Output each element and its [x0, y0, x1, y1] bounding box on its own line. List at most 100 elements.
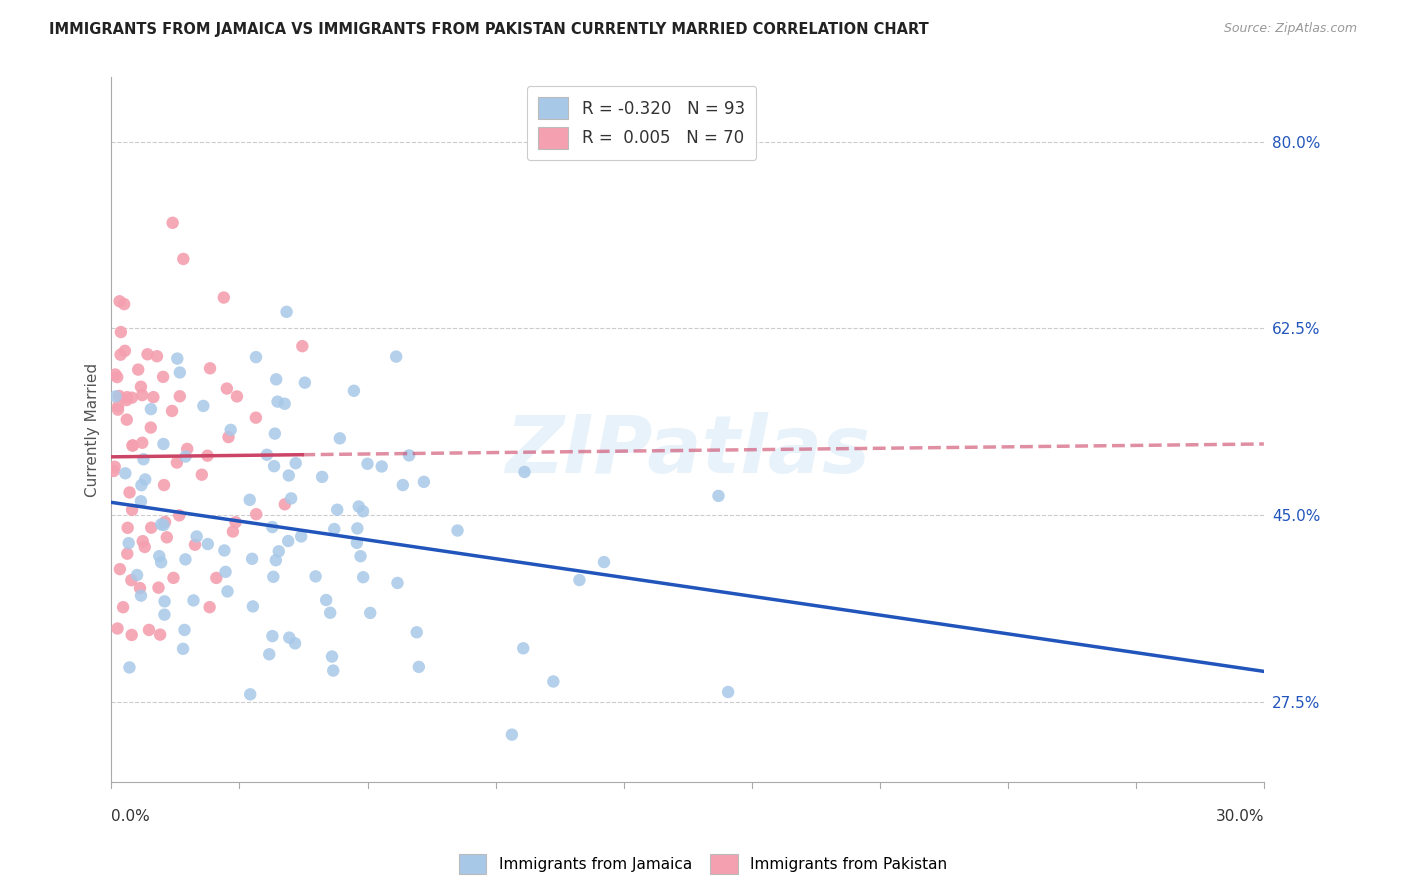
Legend: Immigrants from Jamaica, Immigrants from Pakistan: Immigrants from Jamaica, Immigrants from… [453, 848, 953, 880]
Point [277, 534, 299, 549]
Point [343, 384, 366, 398]
Point [152, 369, 174, 384]
Point [104, 389, 127, 403]
Point [108, 294, 131, 309]
Point [347, 500, 370, 514]
Point [239, 687, 262, 701]
Point [346, 536, 368, 550]
Point [153, 607, 176, 622]
Point [222, 524, 245, 539]
Point [240, 551, 263, 566]
Point [256, 448, 278, 462]
Point [264, 553, 287, 567]
Point [245, 410, 267, 425]
Point [112, 297, 135, 311]
Point [134, 473, 156, 487]
Point [152, 437, 174, 451]
Point [226, 389, 249, 403]
Point [166, 456, 188, 470]
Point [323, 522, 346, 536]
Point [284, 636, 307, 650]
Point [205, 571, 228, 585]
Point [118, 536, 141, 550]
Point [198, 361, 221, 376]
Point [263, 426, 285, 441]
Point [121, 503, 143, 517]
Point [319, 606, 342, 620]
Point [266, 394, 288, 409]
Point [166, 351, 188, 366]
Point [148, 549, 170, 564]
Point [172, 641, 194, 656]
Point [257, 648, 280, 662]
Point [239, 492, 262, 507]
Point [104, 368, 127, 382]
Text: Source: ZipAtlas.com: Source: ZipAtlas.com [1223, 22, 1357, 36]
Point [385, 350, 408, 364]
Point [346, 521, 368, 535]
Point [174, 450, 197, 464]
Legend: R = -0.320   N = 93, R =  0.005   N = 70: R = -0.320 N = 93, R = 0.005 N = 70 [527, 86, 756, 161]
Point [153, 515, 176, 529]
Point [131, 435, 153, 450]
Point [501, 728, 523, 742]
Point [398, 449, 420, 463]
Point [114, 343, 136, 358]
Point [267, 544, 290, 558]
Point [112, 600, 135, 615]
Point [262, 629, 284, 643]
Point [218, 430, 240, 444]
Point [311, 470, 333, 484]
Point [294, 376, 316, 390]
Point [352, 504, 374, 518]
Point [153, 594, 176, 608]
Point [225, 515, 247, 529]
Point [114, 467, 136, 481]
Point [217, 584, 239, 599]
Point [105, 370, 128, 384]
Point [148, 581, 170, 595]
Point [290, 529, 312, 543]
Point [121, 439, 143, 453]
Point [359, 606, 381, 620]
Point [197, 537, 219, 551]
Point [127, 362, 149, 376]
Point [107, 400, 129, 414]
Point [132, 534, 155, 549]
Point [245, 507, 267, 521]
Point [129, 589, 152, 603]
Point [274, 497, 297, 511]
Point [131, 478, 153, 492]
Point [131, 388, 153, 402]
Point [110, 325, 132, 339]
Point [356, 457, 378, 471]
Point [115, 392, 138, 407]
Point [152, 518, 174, 533]
Point [169, 366, 191, 380]
Point [103, 464, 125, 478]
Point [173, 623, 195, 637]
Point [110, 348, 132, 362]
Point [149, 628, 172, 642]
Point [169, 389, 191, 403]
Point [125, 568, 148, 582]
Point [115, 390, 138, 404]
Point [264, 372, 287, 386]
Point [118, 485, 141, 500]
Point [141, 521, 163, 535]
Point [262, 570, 284, 584]
Point [219, 423, 242, 437]
Point [245, 350, 267, 364]
Point [139, 420, 162, 434]
Point [326, 502, 349, 516]
Point [214, 565, 236, 579]
Point [150, 517, 173, 532]
Point [172, 252, 194, 266]
Point [512, 641, 534, 656]
Point [120, 573, 142, 587]
Point [160, 404, 183, 418]
Point [412, 475, 434, 489]
Point [408, 660, 430, 674]
Point [156, 530, 179, 544]
Point [387, 576, 409, 591]
